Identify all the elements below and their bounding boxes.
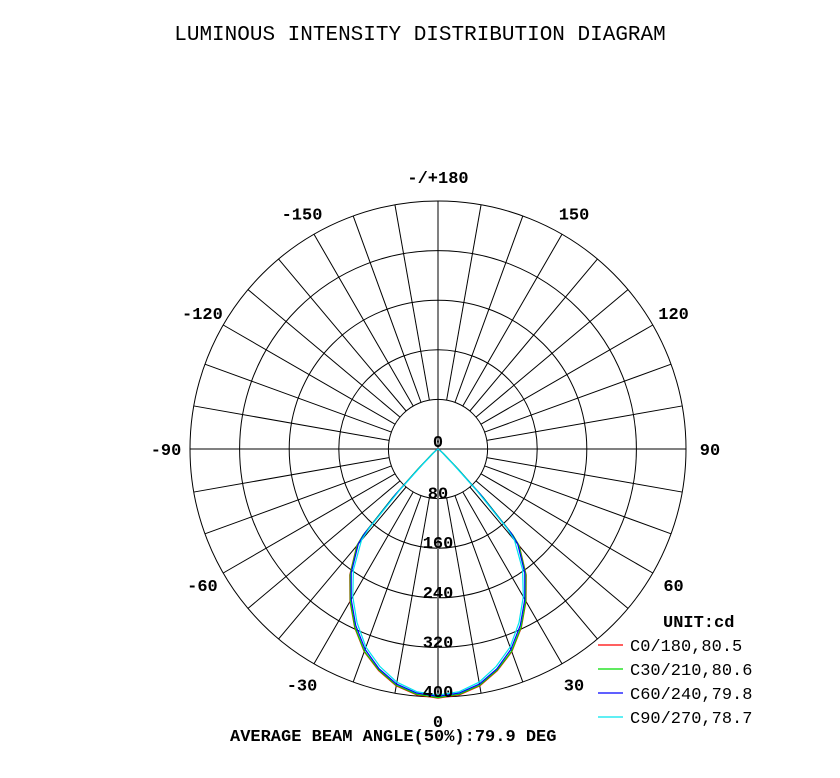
- radial-tick-label: 160: [423, 535, 454, 554]
- grid-spoke: [480, 324, 654, 425]
- grid-spoke: [394, 204, 430, 401]
- grid-spoke: [469, 258, 598, 412]
- grid-spoke: [222, 473, 396, 574]
- grid-spoke: [394, 497, 430, 694]
- grid-spoke: [446, 497, 482, 694]
- angle-label: 30: [564, 678, 584, 697]
- grid-spoke: [486, 457, 683, 493]
- grid-spoke: [204, 465, 392, 535]
- grid-spoke: [462, 491, 563, 665]
- grid-spoke: [204, 363, 392, 433]
- angle-label: 150: [559, 206, 590, 225]
- angle-label: -60: [187, 578, 218, 597]
- grid-spoke: [193, 405, 390, 441]
- chart-title: LUMINOUS INTENSITY DISTRIBUTION DIAGRAM: [174, 24, 665, 47]
- grid-spoke: [278, 258, 407, 412]
- legend-label: C60/240,79.8: [630, 686, 752, 705]
- radial-tick-label: 400: [423, 684, 454, 703]
- grid-spoke: [462, 233, 563, 407]
- radial-tick-label: 240: [423, 585, 454, 604]
- grid-spoke: [484, 363, 672, 433]
- grid-spoke: [278, 486, 407, 640]
- grid-spoke: [247, 289, 401, 418]
- grid-spoke: [313, 491, 414, 665]
- angle-label: -/+180: [407, 170, 468, 189]
- grid-spoke: [454, 495, 524, 683]
- grid-spoke: [486, 405, 683, 441]
- angle-label: 90: [700, 442, 720, 461]
- grid-spoke: [313, 233, 414, 407]
- angle-labels: -/+180 150 120 90 60 30 0 -30 -60 -90 -120 -150: [151, 170, 721, 733]
- angle-label: -30: [287, 678, 318, 697]
- legend-label: C90/270,78.7: [630, 710, 752, 729]
- radial-tick-label: 0: [433, 434, 443, 453]
- grid-spoke: [475, 289, 629, 418]
- grid-spoke: [446, 204, 482, 401]
- legend-label: C30/210,80.6: [630, 662, 752, 681]
- grid-spoke: [222, 324, 396, 425]
- grid-spoke: [352, 215, 422, 403]
- grid-spoke: [480, 473, 654, 574]
- angle-label: -90: [151, 442, 182, 461]
- angle-label: -150: [282, 206, 323, 225]
- angle-label: 60: [663, 578, 683, 597]
- radial-tick-label: 80: [428, 486, 448, 505]
- grid-spoke: [475, 480, 629, 609]
- intensity-curves: [349, 448, 527, 699]
- grid-spoke: [352, 495, 422, 683]
- legend: C0/180,80.5 C30/210,80.6 C60/240,79.8 C90/2…: [598, 638, 752, 729]
- radial-tick-label: 320: [423, 634, 454, 653]
- series-curve-3: [352, 448, 524, 696]
- grid-spoke: [484, 465, 672, 535]
- grid-spoke: [469, 486, 598, 640]
- beam-angle-footer: AVERAGE BEAM ANGLE(50%):79.9 DEG: [230, 728, 556, 747]
- unit-label: UNIT:cd: [663, 614, 734, 633]
- grid-spoke: [193, 457, 390, 493]
- grid-spoke: [454, 215, 524, 403]
- angle-label: -120: [182, 306, 223, 325]
- radial-tick-labels: 0 80 160 240 320 400: [423, 434, 454, 703]
- polar-grid: [189, 200, 687, 698]
- legend-label: C0/180,80.5: [630, 638, 742, 657]
- angle-label: 0: [433, 714, 443, 733]
- angle-label: 120: [658, 306, 689, 325]
- grid-spoke: [247, 480, 401, 609]
